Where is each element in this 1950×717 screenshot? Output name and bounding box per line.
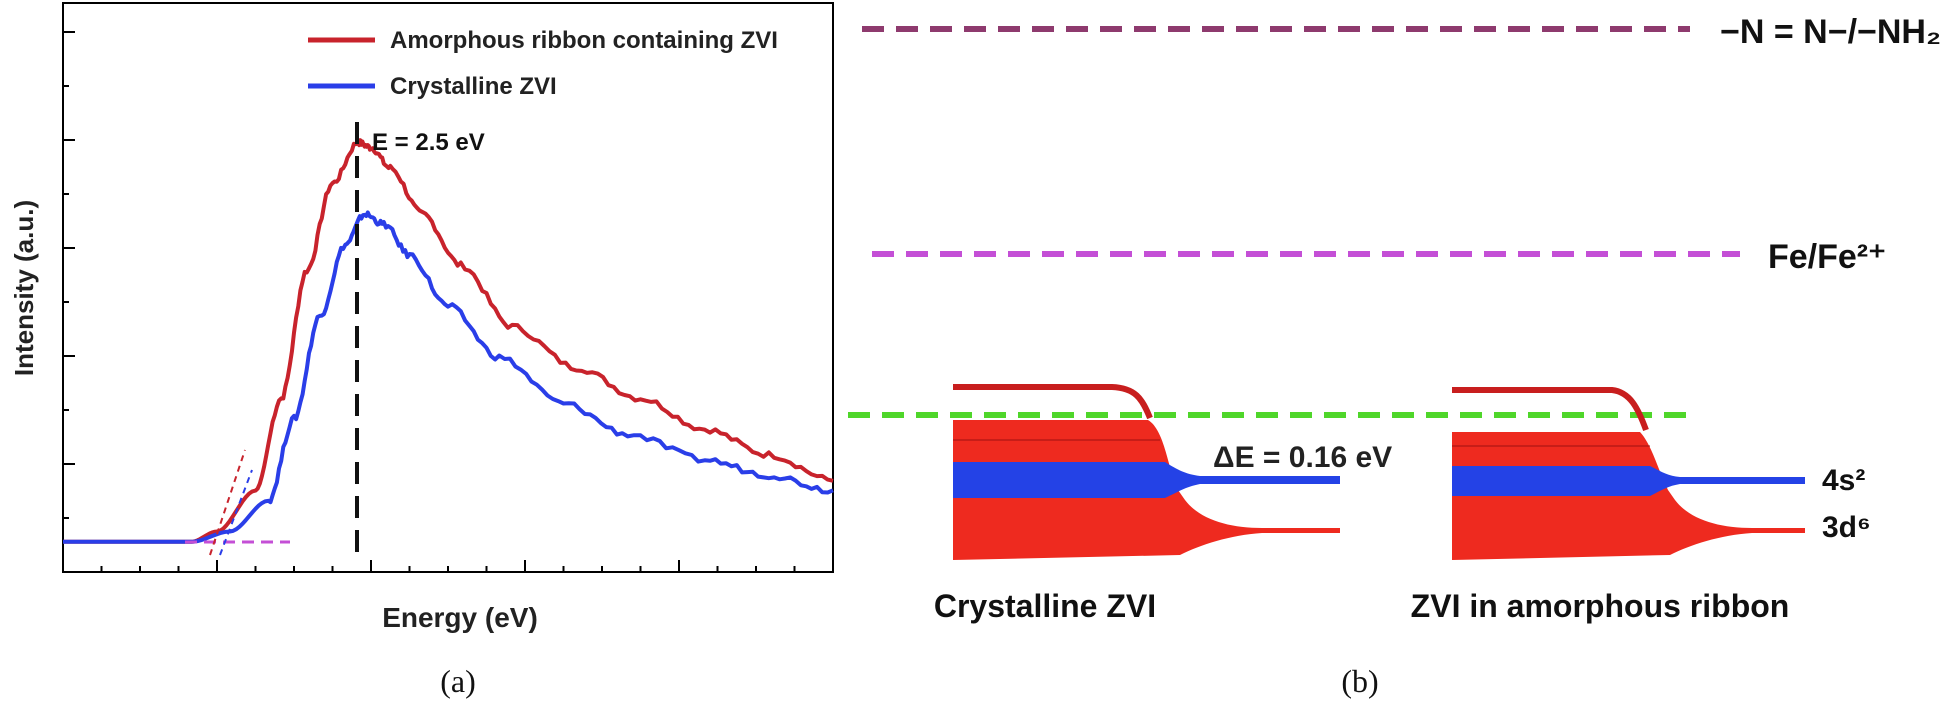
onset-tangent-red — [209, 449, 246, 556]
legend-label-crystalline: Crystalline ZVI — [390, 73, 557, 100]
orbital-3d-label: 3d⁶ — [1822, 511, 1871, 544]
blue-4s-band-amorphous — [1452, 466, 1805, 496]
amorphous-title: ZVI in amorphous ribbon — [1411, 588, 1790, 624]
band-diagram-crystalline: ΔE = 0.16 eV Crystalline ZVI — [934, 384, 1392, 624]
series-lines — [63, 138, 834, 544]
series-line-amorphous — [63, 138, 834, 544]
x-axis-label: Energy (eV) — [382, 602, 538, 633]
series-line-crystalline — [63, 210, 834, 544]
panel-b-diagram: −N = N−/−NH₂ Fe/Fe²⁺ ΔE = 0.16 eV Crysta… — [848, 13, 1941, 699]
onset-tangent-blue — [219, 469, 253, 556]
red-band-top — [953, 384, 1153, 420]
panel-a-caption: (a) — [440, 663, 476, 699]
delta-e-label: ΔE = 0.16 eV — [1213, 441, 1392, 474]
legend: Amorphous ribbon containing ZVI Crystall… — [308, 27, 778, 100]
level-label-fe: Fe/Fe²⁺ — [1768, 238, 1886, 276]
legend-label-amorphous: Amorphous ribbon containing ZVI — [390, 27, 778, 54]
panel-a-chart: E = 2.5 eV Amorphous ribbon containing Z… — [9, 2, 834, 699]
orbital-4s-label: 4s² — [1822, 464, 1865, 497]
red-band-top-amorphous — [1452, 387, 1649, 432]
blue-4s-band — [953, 462, 1340, 498]
y-axis-label: Intensity (a.u.) — [9, 200, 39, 376]
level-label-azo: −N = N−/−NH₂ — [1720, 13, 1941, 51]
panel-b-caption: (b) — [1341, 663, 1378, 699]
crystalline-title: Crystalline ZVI — [934, 588, 1156, 624]
band-diagram-amorphous: 4s² 3d⁶ ZVI in amorphous ribbon — [1411, 387, 1871, 624]
axis-ticks — [63, 31, 796, 572]
peak-annotation: E = 2.5 eV — [372, 129, 485, 156]
